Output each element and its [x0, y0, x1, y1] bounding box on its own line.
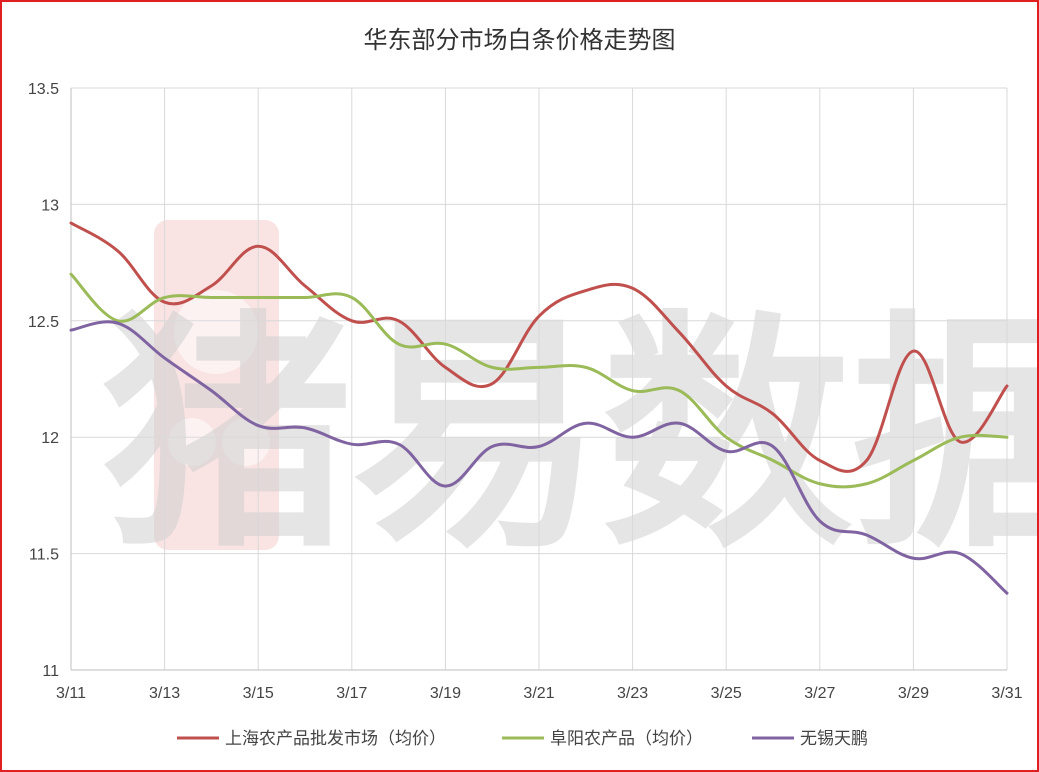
x-tick-label: 3/11 — [56, 685, 86, 702]
legend-label-1: 上海农产品批发市场（均价） — [225, 729, 446, 749]
y-tick-label: 12 — [41, 430, 59, 447]
y-tick-label: 13.5 — [28, 81, 59, 98]
chart-title: 华东部分市场白条价格走势图 — [363, 26, 676, 54]
series-line-1 — [69, 221, 1009, 473]
x-tick-label: 3/25 — [711, 685, 742, 702]
x-tick-label: 3/13 — [149, 685, 180, 702]
watermark-logo-circle — [174, 290, 258, 374]
x-tick-label: 3/19 — [430, 685, 461, 702]
watermark: 猪易数据 — [102, 220, 1037, 581]
y-tick-label: 12.5 — [28, 314, 59, 331]
x-tick-label: 3/29 — [898, 685, 929, 702]
x-tick-label: 3/17 — [336, 685, 367, 702]
x-tick-label: 3/21 — [523, 685, 554, 702]
x-tick-label: 3/23 — [617, 685, 648, 702]
watermark-logo-circle — [168, 418, 216, 466]
y-tick-label: 13 — [41, 197, 59, 214]
y-tick-label: 11.5 — [29, 547, 59, 564]
x-tick-label: 3/31 — [991, 685, 1022, 702]
x-tick-label: 3/15 — [243, 685, 274, 702]
series-line-2 — [69, 272, 1009, 489]
series-line-3 — [69, 320, 1009, 595]
watermark-text: 猪易数据 — [102, 290, 1037, 581]
legend-label-3: 无锡天鹏 — [800, 729, 868, 749]
x-tick-label: 3/27 — [804, 685, 835, 702]
legend-label-2: 阜阳农产品（均价） — [550, 729, 703, 749]
y-tick-label: 11 — [42, 663, 59, 680]
